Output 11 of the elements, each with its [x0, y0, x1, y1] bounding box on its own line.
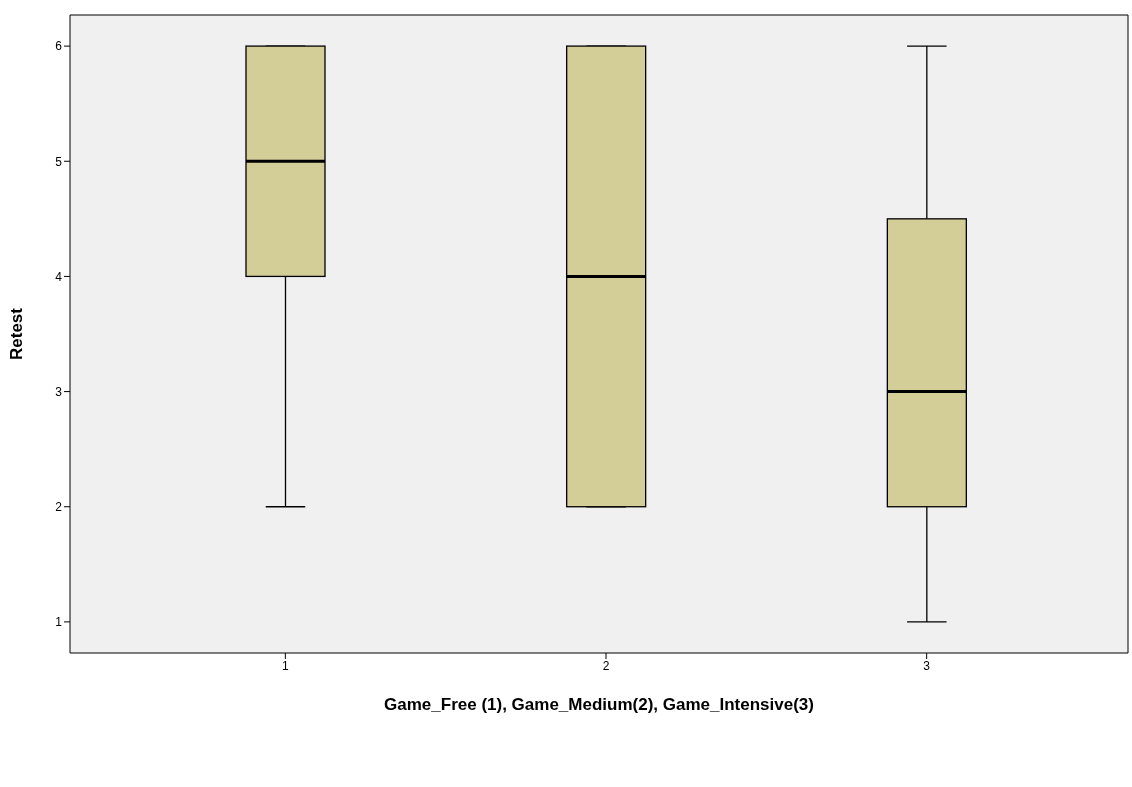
- y-tick-label: 1: [55, 615, 63, 630]
- x-axis-title: Game_Free (1), Game_Medium(2), Game_Intensive(3): [384, 695, 814, 714]
- y-axis-title: Retest: [7, 307, 27, 360]
- y-tick-label: 4: [55, 269, 63, 284]
- y-tick-label: 2: [55, 500, 63, 514]
- y-tick-label: 6: [55, 39, 63, 54]
- x-tick-label: 2: [602, 658, 610, 673]
- x-tick-label: 3: [923, 658, 931, 673]
- y-tick-label: 5: [55, 154, 63, 169]
- x-tick-label: 1: [281, 658, 289, 673]
- y-tick-label: 3: [55, 384, 63, 399]
